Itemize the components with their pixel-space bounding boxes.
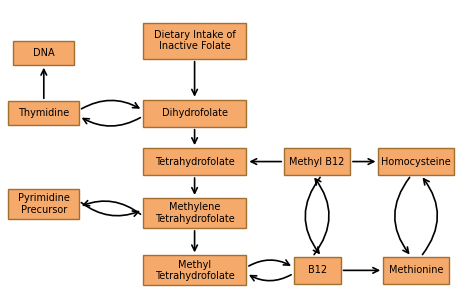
Text: Pyrimidine
Precursor: Pyrimidine Precursor	[18, 193, 70, 215]
Text: Methyl
Tetrahydrofolate: Methyl Tetrahydrofolate	[155, 260, 235, 281]
Text: Thymidine: Thymidine	[18, 108, 69, 118]
Text: Tetrahydrofolate: Tetrahydrofolate	[155, 156, 235, 167]
FancyBboxPatch shape	[143, 198, 246, 228]
FancyBboxPatch shape	[13, 41, 74, 65]
Text: Homocysteine: Homocysteine	[381, 156, 451, 167]
Text: Methionine: Methionine	[389, 265, 443, 275]
FancyBboxPatch shape	[383, 257, 449, 284]
FancyBboxPatch shape	[9, 101, 79, 125]
FancyBboxPatch shape	[9, 189, 79, 219]
FancyBboxPatch shape	[143, 148, 246, 175]
FancyBboxPatch shape	[293, 257, 341, 284]
Text: DNA: DNA	[33, 48, 55, 58]
FancyBboxPatch shape	[378, 148, 454, 175]
Text: Dihydrofolate: Dihydrofolate	[162, 108, 228, 118]
Text: Dietary Intake of
Inactive Folate: Dietary Intake of Inactive Folate	[154, 30, 236, 52]
Text: Methylene
Tetrahydrofolate: Methylene Tetrahydrofolate	[155, 202, 235, 224]
Text: Methyl B12: Methyl B12	[290, 156, 345, 167]
FancyBboxPatch shape	[143, 23, 246, 59]
FancyBboxPatch shape	[143, 100, 246, 127]
Text: B12: B12	[308, 265, 327, 275]
FancyBboxPatch shape	[284, 148, 350, 175]
FancyBboxPatch shape	[143, 255, 246, 285]
